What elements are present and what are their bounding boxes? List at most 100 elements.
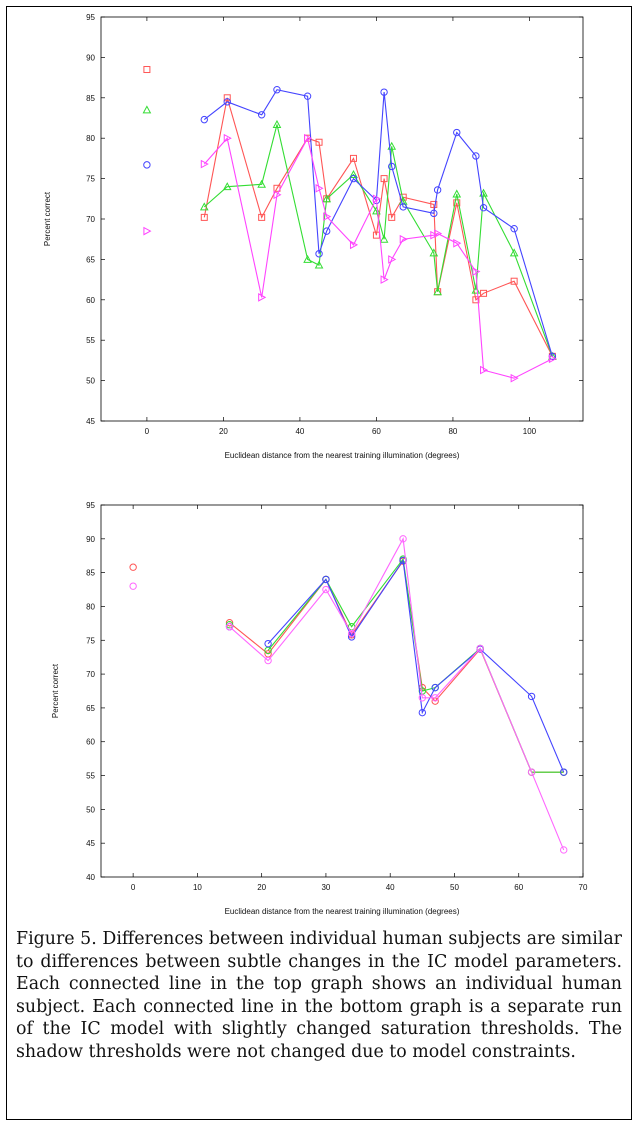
chart1-ytick-label: 50 [86, 377, 95, 386]
chart1-series-2-line [203, 124, 553, 357]
chart1-xtick-label: 80 [448, 427, 457, 436]
chart1-series-1-point [430, 200, 438, 208]
chart1-series-4-point [434, 229, 443, 238]
chart2-series-4-point [264, 656, 272, 665]
chart1-series-4-point [472, 267, 481, 276]
chart2-series-3-point [560, 768, 568, 776]
chart1-series-3-point [349, 174, 358, 183]
chart1-y-axis-label: Percent correct [43, 191, 52, 246]
chart2-ytick-label: 45 [86, 839, 95, 848]
chart1-series-4-point [380, 275, 389, 284]
chart2-ytick-label: 95 [86, 501, 95, 510]
chart1-series-2-point [452, 189, 462, 198]
chart1-series-1-point [258, 213, 266, 221]
chart2-ytick-label: 75 [86, 636, 95, 645]
chart1-ytick-label: 65 [86, 255, 95, 264]
chart1-series-3-point [453, 128, 461, 137]
chart1-series-3-point [388, 162, 396, 171]
chart1-x-axis-label: Euclidean distance from the nearest trai… [225, 451, 460, 460]
chart1-series-4-point [273, 190, 282, 200]
chart2-ytick-label: 60 [86, 738, 95, 747]
chart1-series-4-point [453, 238, 462, 248]
chart1-series-3-point [472, 152, 480, 160]
chart1-series-1-point [480, 289, 488, 297]
chart2-series-4-point [129, 582, 137, 590]
chart1-series-4-point [223, 133, 232, 143]
chart1-ytick-label: 60 [86, 296, 95, 305]
chart1-ytick-label: 45 [86, 417, 95, 426]
chart1-series-4-point [480, 365, 489, 375]
chart1-series-4-line [203, 136, 553, 379]
figure-caption: Figure 5. Differences between individual… [16, 929, 622, 1062]
figure-frame [6, 6, 632, 1120]
chart1-series-4-point [323, 212, 332, 221]
chart1-series-4-point [304, 133, 313, 143]
chart2-ytick-label: 50 [86, 805, 95, 814]
chart1-ytick-label: 95 [86, 13, 95, 22]
chart1-series-3-point [510, 224, 518, 233]
chart1-ytick-label: 85 [86, 94, 95, 103]
chart1-series-2-point [349, 170, 358, 179]
chart1-series-1-point [143, 66, 151, 74]
chart1-series-3-point [479, 203, 488, 212]
chart2-series-1-line [229, 559, 564, 773]
chart1-ytick-label: 90 [86, 53, 95, 62]
chart1-series-3-point [223, 98, 231, 106]
chart2-series-4-line [229, 537, 565, 851]
chart2-series-1-point [129, 563, 137, 571]
chart1-series-3-point [322, 227, 331, 235]
chart1-series-3-point [315, 250, 323, 258]
chart2-xtick-label: 60 [514, 883, 523, 892]
chart1-series-1-point [510, 277, 518, 285]
chart2-ytick-label: 70 [86, 670, 95, 679]
chart1-series-3-point [143, 161, 151, 169]
chart1-series-3-line [203, 89, 553, 357]
chart1-series-4-point [258, 293, 267, 302]
chart2-xtick-label: 70 [579, 883, 588, 892]
chart1-ytick-label: 80 [86, 134, 95, 143]
chart1-xtick-label: 60 [372, 427, 381, 436]
chart1-series-1-point [200, 213, 208, 221]
chart1-series-4-point [349, 240, 359, 250]
chart2-ytick-label: 55 [86, 772, 95, 781]
chart2-xtick-label: 40 [386, 883, 395, 892]
chart2-plot-area [100, 504, 584, 878]
chart1-series-4-point [388, 255, 397, 264]
chart1-series-3-point [200, 115, 208, 124]
chart2-series-3-point [264, 639, 272, 648]
chart1-series-2-point [314, 260, 324, 269]
chart2-series-4-point [418, 694, 427, 702]
chart2-series-4-point [322, 585, 330, 594]
chart2-series-3-point [527, 692, 536, 701]
chart2-series-4-point [347, 629, 356, 638]
chart1-series-2-point [303, 254, 312, 263]
chart1-xtick-label: 100 [523, 427, 537, 436]
chart1-series-2-point [433, 287, 442, 296]
chart1-series-4-point [548, 354, 557, 364]
chart1-series-2-point [379, 234, 389, 243]
chart2-ytick-label: 65 [86, 704, 95, 713]
chart1-series-2-point [142, 105, 152, 114]
chart1-series-1-point [388, 213, 396, 221]
chart1-series-2-point [199, 202, 209, 211]
chart2-y-axis-label: Percent correct [51, 663, 60, 718]
chart1-ytick-label: 75 [86, 175, 95, 184]
chart1-series-4-point [372, 194, 381, 204]
chart1-series-2-point [509, 248, 519, 257]
chart2-series-1-point [225, 618, 234, 627]
chart1-series-4-point [143, 226, 152, 236]
chart1-series-1-point [349, 154, 357, 162]
chart2-series-4-point [399, 535, 407, 543]
chart1-series-4-point [315, 183, 324, 193]
chart2-series-3-line [267, 558, 565, 773]
chart2-xtick-label: 0 [131, 883, 136, 892]
chart1-xtick-label: 40 [295, 427, 304, 436]
chart1-series-1-point [472, 296, 480, 304]
chart1-series-2-point [322, 194, 332, 203]
chart1-series-3-point [257, 111, 266, 119]
chart1-series-2-point [372, 206, 381, 215]
chart1-series-1-point [380, 175, 388, 183]
chart1-series-2-point [272, 119, 282, 128]
chart1-series-3-point [273, 86, 281, 94]
